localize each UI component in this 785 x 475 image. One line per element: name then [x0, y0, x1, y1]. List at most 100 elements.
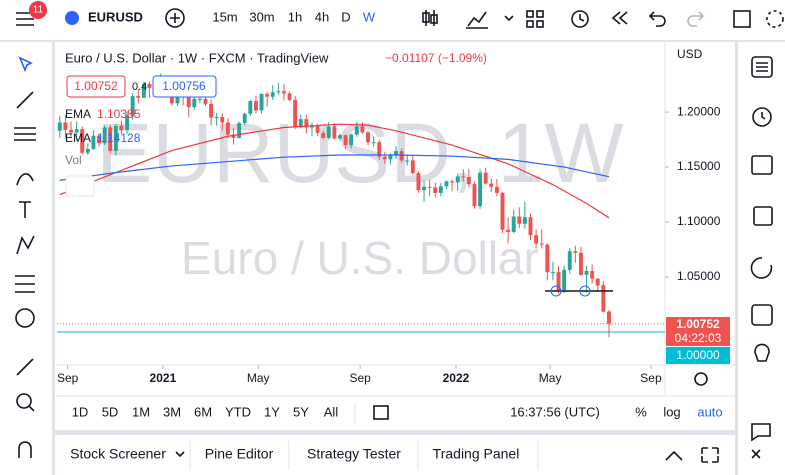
sell-button[interactable]: [66, 75, 126, 98]
candle-body: [108, 127, 113, 151]
candle-body: [388, 155, 393, 160]
candle-body: [91, 135, 96, 149]
candle-body: [214, 117, 219, 119]
candle-body: [69, 129, 73, 133]
candle-body: [422, 186, 427, 191]
candle-body: [287, 93, 292, 100]
spread: 0.4: [132, 81, 147, 93]
candle-body: [97, 135, 101, 144]
price-line-label: 1.00000: [676, 348, 720, 362]
candle-body: [556, 272, 561, 291]
candle-body: [584, 270, 589, 275]
currency[interactable]: USD: [677, 47, 703, 61]
candle-body: [175, 93, 180, 104]
candle-body: [433, 187, 438, 193]
legend-value: 1.10385: [97, 107, 141, 121]
footer: [55, 435, 735, 475]
add-symbol-icon[interactable]: [165, 8, 185, 28]
candle-body: [186, 97, 191, 108]
candle-body: [489, 183, 494, 187]
footer-tab[interactable]: Strategy Tester: [307, 446, 401, 462]
legend-value: 1.14128: [97, 131, 141, 145]
ema-line: [59, 123, 610, 219]
candle-body: [511, 216, 516, 232]
candle-body: [545, 244, 550, 273]
last-price-tag: [666, 317, 730, 346]
candle-body: [517, 216, 522, 224]
interval-button[interactable]: 30m: [249, 9, 274, 24]
collapse-legend[interactable]: [65, 175, 95, 197]
candle-body: [242, 113, 247, 124]
scale-option[interactable]: log: [663, 404, 680, 419]
range-button[interactable]: 1D: [72, 404, 89, 419]
watermark: EURUSD, 1W: [96, 106, 623, 200]
candle-body: [506, 229, 511, 232]
interval-button[interactable]: 1h: [288, 9, 302, 24]
candle-body: [500, 192, 505, 230]
symbol[interactable]: EURUSD: [88, 9, 143, 24]
candle-body: [461, 176, 466, 178]
range-button[interactable]: YTD: [225, 404, 251, 419]
candle-body: [326, 126, 331, 138]
range-button[interactable]: 6M: [194, 404, 212, 419]
candle-body: [63, 122, 68, 130]
x-tick-label: Sep: [57, 371, 79, 385]
candle-body: [119, 125, 124, 131]
y-tick-label: 1.15000: [677, 159, 721, 173]
settings-icon[interactable]: [694, 372, 708, 386]
range-button[interactable]: 3M: [163, 404, 181, 419]
range-button[interactable]: All: [324, 404, 339, 419]
candle-body: [382, 156, 387, 160]
drawn-marker: [550, 285, 562, 297]
range-button[interactable]: 1M: [132, 404, 150, 419]
candle-body: [567, 251, 572, 270]
drawn-marker: [579, 285, 591, 297]
interval-button[interactable]: 4h: [315, 9, 329, 24]
candle-body: [410, 160, 415, 174]
footer-controls[interactable]: [175, 447, 719, 463]
candle-body: [281, 91, 286, 94]
left-toolbar: [0, 42, 52, 475]
interval-button[interactable]: 15m: [212, 9, 237, 24]
footer-tab[interactable]: Stock Screener: [70, 446, 166, 462]
y-tick-label: 1.10000: [677, 214, 721, 228]
interval-button[interactable]: W: [363, 9, 376, 24]
range-button[interactable]: 1Y: [264, 404, 280, 419]
range-button[interactable]: 5Y: [293, 404, 309, 419]
last-price-label: 1.00752: [676, 317, 720, 331]
scale-option[interactable]: %: [635, 404, 647, 419]
candle-body: [192, 98, 197, 108]
candle-body: [450, 181, 455, 183]
footer-tab[interactable]: Trading Panel: [433, 446, 520, 462]
candle-body: [338, 135, 342, 139]
candle-body: [237, 123, 242, 138]
range-button[interactable]: 5D: [102, 404, 119, 419]
candle-body: [248, 101, 253, 114]
sidebar-icons[interactable]: [750, 56, 773, 459]
candle-body: [125, 116, 130, 131]
drawing-tools[interactable]: [14, 56, 36, 458]
candle-body: [343, 135, 348, 146]
buy-button[interactable]: [152, 75, 217, 98]
interval-button[interactable]: D: [341, 9, 350, 24]
candle-body: [354, 126, 359, 135]
candle-body: [578, 252, 583, 275]
top-bar: [0, 0, 785, 40]
sell-price: 1.00752: [74, 79, 118, 93]
candle-body: [466, 176, 471, 185]
candle-body: [74, 129, 79, 133]
candle-body: [522, 217, 527, 224]
candle-body: [80, 129, 85, 153]
countdown: 04:22:03: [675, 331, 722, 345]
candle-body: [85, 148, 90, 153]
candle-body: [399, 151, 404, 161]
toolbar-icons[interactable]: [422, 10, 784, 29]
footer-tab[interactable]: Pine Editor: [205, 446, 274, 462]
scale-option[interactable]: auto: [697, 404, 722, 419]
candle-body: [231, 134, 236, 138]
date-range-icon[interactable]: [373, 405, 389, 420]
candle-body: [270, 92, 275, 97]
candle-body: [494, 186, 499, 193]
x-tick-label: 2022: [443, 371, 470, 385]
